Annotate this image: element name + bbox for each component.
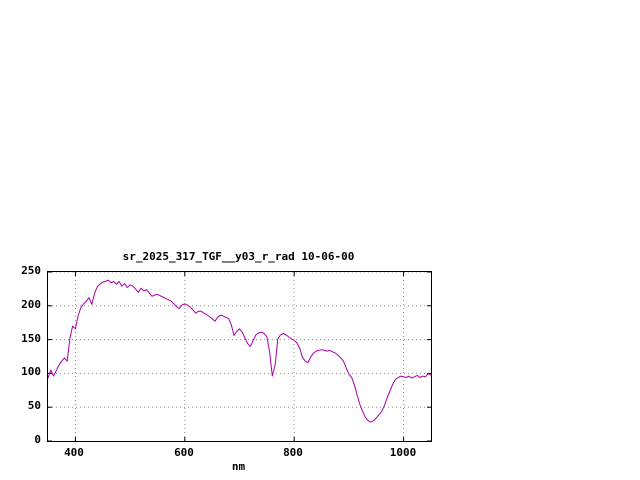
y-tick-label: 150	[21, 332, 41, 345]
y-tick-label: 0	[34, 433, 41, 446]
y-tick-label: 100	[21, 365, 41, 378]
x-axis-label: nm	[231, 460, 246, 473]
x-tick-label: 1000	[389, 446, 417, 459]
chart-title: sr_2025_317_TGF__y03_r_rad 10-06-00	[122, 250, 355, 263]
spectrum-plot	[48, 272, 431, 441]
x-tick-label: 800	[283, 446, 303, 459]
y-tick-label: 50	[27, 399, 41, 412]
x-tick-label: 600	[174, 446, 194, 459]
x-tick-label: 400	[64, 446, 84, 459]
plot-area	[47, 271, 432, 442]
y-tick-label: 200	[21, 298, 41, 311]
spectrum-line	[48, 279, 431, 423]
y-tick-label: 250	[21, 264, 41, 277]
